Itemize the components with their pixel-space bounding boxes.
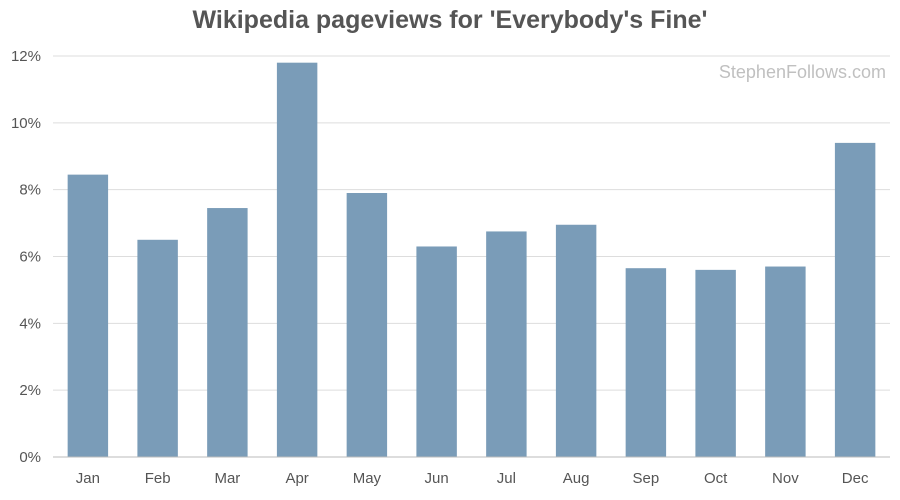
x-tick-label: Apr: [285, 470, 308, 487]
x-tick-label: Mar: [214, 470, 240, 487]
gridlines: [53, 56, 890, 390]
x-tick-label: Jul: [497, 470, 516, 487]
x-tick-label: Aug: [563, 470, 590, 487]
x-tick-label: May: [353, 470, 382, 487]
bar-dec: [835, 143, 875, 457]
bar-mar: [207, 208, 247, 457]
bar-sep: [626, 268, 666, 457]
bar-chart: 0% 2% 4% 6% 8% 10% 12% Jan Feb Mar Apr May Jun Jul Au…: [0, 0, 900, 500]
y-tick-label: 0%: [19, 449, 41, 466]
bar-oct: [695, 270, 735, 457]
chart-container: Wikipedia pageviews for 'Everybody's Fin…: [0, 0, 900, 500]
bar-feb: [137, 240, 177, 457]
y-tick-label: 10%: [11, 115, 41, 132]
x-tick-label: Jun: [425, 470, 449, 487]
x-tick-label: Dec: [842, 470, 869, 487]
x-axis-ticks: Jan Feb Mar Apr May Jun Jul Aug Sep Oct Nov Dec: [76, 470, 869, 487]
bar-jan: [68, 175, 108, 457]
x-tick-label: Sep: [633, 470, 660, 487]
y-axis-ticks: 0% 2% 4% 6% 8% 10% 12%: [11, 48, 41, 466]
bar-jun: [416, 246, 456, 457]
x-tick-label: Feb: [145, 470, 171, 487]
y-tick-label: 6%: [19, 249, 41, 266]
y-tick-label: 2%: [19, 382, 41, 399]
x-tick-label: Oct: [704, 470, 728, 487]
bar-may: [347, 193, 387, 457]
y-tick-label: 8%: [19, 182, 41, 199]
x-tick-label: Jan: [76, 470, 100, 487]
bar-aug: [556, 225, 596, 457]
bar-nov: [765, 267, 805, 457]
x-tick-label: Nov: [772, 470, 799, 487]
bar-apr: [277, 63, 317, 457]
y-tick-label: 12%: [11, 48, 41, 65]
bars: [68, 63, 876, 457]
y-tick-label: 4%: [19, 315, 41, 332]
bar-jul: [486, 231, 526, 457]
